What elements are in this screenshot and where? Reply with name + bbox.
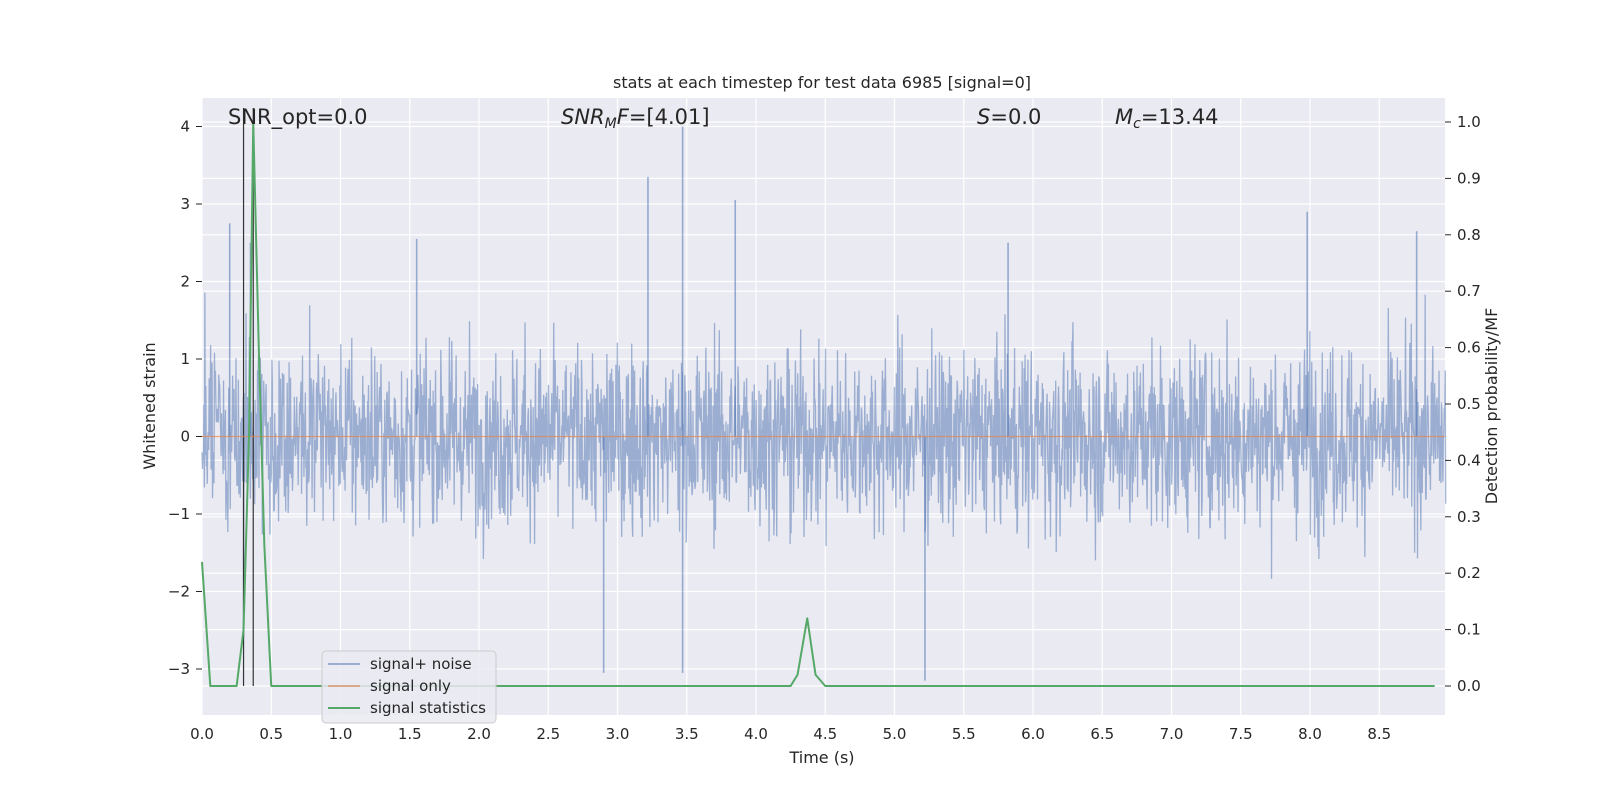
- y2-axis-ticks: 0.0 0.1 0.2 0.3 0.4 0.5 0.6 0.7 0.8 0.9 1.0: [1445, 113, 1481, 695]
- x-tick-label: 6.0: [1021, 725, 1045, 743]
- annotation-snr-mf-snr: SNR: [561, 105, 605, 129]
- x-tick-label: 7.0: [1160, 725, 1184, 743]
- x-tick-label: 0.0: [190, 725, 214, 743]
- y-tick-label: −2: [168, 583, 190, 601]
- annotation-mc: Mc=13.44: [1115, 105, 1219, 132]
- y2-tick-label: 0.1: [1457, 621, 1481, 639]
- y2-tick-label: 0.5: [1457, 395, 1481, 413]
- x-tick-label: 2.0: [467, 725, 491, 743]
- legend: signal+ noise signal only signal statist…: [321, 650, 497, 724]
- x-tick-label: 3.0: [606, 725, 630, 743]
- annotation-mc-sub: c: [1133, 116, 1141, 132]
- y-axis-ticks: −3 −2 −1 0 1 2 3 4: [168, 118, 202, 678]
- annotation-snr-mf-value: =[4.01]: [629, 105, 710, 129]
- legend-label-signal-statistics: signal statistics: [370, 699, 486, 717]
- y2-axis-label: Detection probability/MF: [1482, 308, 1501, 505]
- x-tick-label: 8.5: [1367, 725, 1391, 743]
- y-tick-label: 1: [180, 350, 190, 368]
- annotation-snr-mf-sub: M: [605, 116, 617, 132]
- x-tick-label: 8.0: [1298, 725, 1322, 743]
- y-tick-label: 0: [180, 428, 190, 446]
- x-tick-label: 2.5: [536, 725, 560, 743]
- y-tick-label: 2: [180, 273, 190, 291]
- y2-tick-label: 0.8: [1457, 226, 1481, 244]
- y-tick-label: −1: [168, 505, 190, 523]
- y2-tick-label: 1.0: [1457, 113, 1481, 131]
- y2-tick-label: 0.2: [1457, 564, 1481, 582]
- vertical-lines: [242, 108, 254, 686]
- x-tick-label: 1.5: [398, 725, 422, 743]
- annotation-s-value: =0.0: [990, 105, 1041, 129]
- x-axis-ticks: 0.0 0.5 1.0 1.5 2.0 2.5 3.0 3.5 4.0 4.5 5.0 5.5 6.0 6…: [190, 725, 1391, 743]
- y-tick-label: −3: [168, 660, 190, 678]
- x-tick-label: 7.5: [1229, 725, 1253, 743]
- y2-tick-label: 0.4: [1457, 451, 1481, 469]
- annotation-snr-mf-f: F: [617, 105, 630, 129]
- y-tick-label: 4: [180, 118, 190, 136]
- x-tick-label: 0.5: [259, 725, 283, 743]
- y2-tick-label: 0.7: [1457, 282, 1481, 300]
- signal-statistics-series: [201, 121, 1435, 687]
- annotation-mc-value: =13.44: [1141, 105, 1219, 129]
- signal-statistics-line: [201, 121, 1435, 687]
- x-tick-label: 3.5: [675, 725, 699, 743]
- x-tick-label: 5.5: [952, 725, 976, 743]
- x-tick-label: 4.5: [813, 725, 837, 743]
- y2-tick-label: 0.6: [1457, 339, 1481, 357]
- x-axis-label: Time (s): [788, 748, 854, 767]
- y-tick-label: 3: [180, 195, 190, 213]
- x-tick-label: 1.0: [329, 725, 353, 743]
- legend-label-signal-only: signal only: [370, 677, 451, 695]
- annotation-snr-mf: SNRMF=[4.01]: [561, 105, 710, 132]
- annotation-s: S=0.0: [977, 105, 1041, 129]
- annotation-mc-symbol: M: [1115, 105, 1133, 129]
- y2-tick-label: 0.3: [1457, 508, 1481, 526]
- x-tick-label: 4.0: [744, 725, 768, 743]
- y2-tick-label: 0.9: [1457, 169, 1481, 187]
- legend-label-signal-noise: signal+ noise: [370, 655, 472, 673]
- signal-noise-series: [201, 126, 1447, 681]
- legend-box: [321, 650, 497, 724]
- y2-tick-label: 0.0: [1457, 677, 1481, 695]
- signal-noise-line: [201, 292, 1447, 579]
- annotation-s-symbol: S: [977, 105, 990, 129]
- annotation-snr-opt: SNR_opt=0.0: [228, 105, 368, 130]
- x-tick-label: 5.0: [883, 725, 907, 743]
- chart-title: stats at each timestep for test data 698…: [613, 73, 1031, 92]
- x-tick-label: 6.5: [1090, 725, 1114, 743]
- y-axis-label: Whitened strain: [140, 342, 159, 469]
